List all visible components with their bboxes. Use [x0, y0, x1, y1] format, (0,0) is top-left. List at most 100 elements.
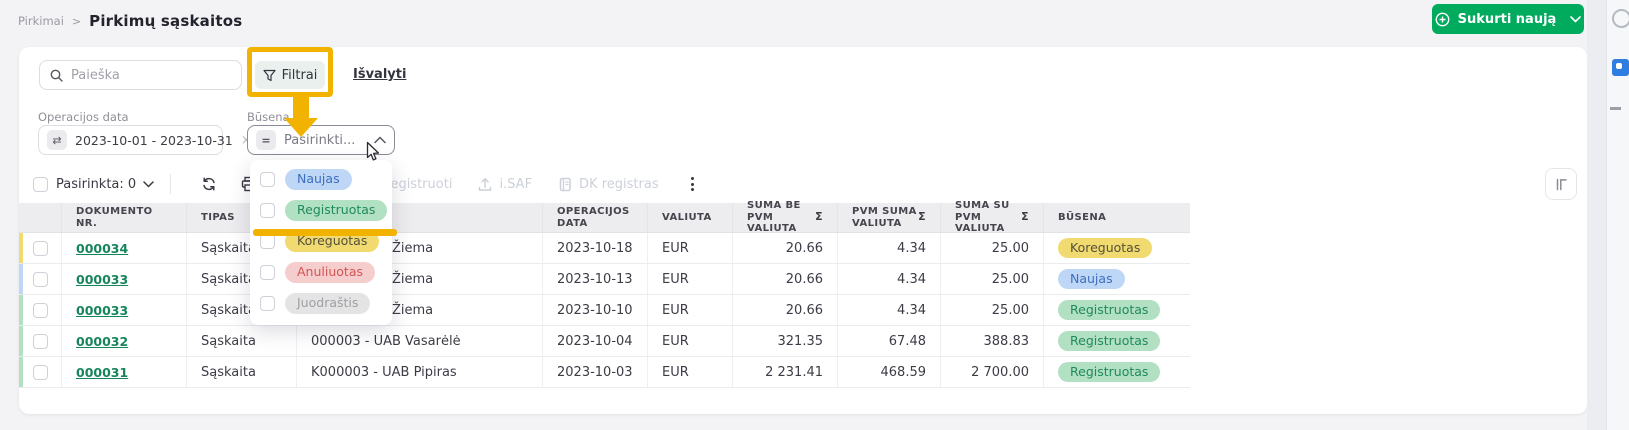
row-checkbox[interactable] [33, 364, 48, 380]
minimize-icon[interactable] [1610, 107, 1621, 110]
select-all-checkbox[interactable] [33, 176, 48, 192]
table-row[interactable]: 000034 Sąskaita Žiema 2023-10-18 EUR 20.66 4.3… [19, 233, 1190, 264]
supplier-cell: K000003 - UAB Pipiras [297, 357, 543, 387]
search-input[interactable] [71, 67, 221, 83]
document-number-link[interactable]: 000031 [76, 364, 129, 380]
table-header-row: DOKUMENTO NR. TIPAS OPERACIJOS DATA VALIUTA… [19, 200, 1190, 235]
browser-extension-icon[interactable] [1612, 59, 1629, 76]
vat-sum-cell: 4.34 [838, 264, 941, 294]
operation-date-field[interactable]: ⇄ 2023-10-01 - 2023-10-31 × [38, 125, 252, 155]
column-header-label: DOKUMENTO NR. [76, 206, 153, 229]
create-new-label: Sukurti naują [1457, 11, 1557, 27]
sum-sigma-icon[interactable]: Σ [815, 210, 823, 224]
chevron-down-icon[interactable] [1570, 15, 1582, 23]
option-checkbox[interactable] [260, 265, 275, 280]
column-header[interactable] [297, 203, 543, 232]
type-cell: Sąskaita [187, 357, 297, 387]
column-header[interactable]: SUMA SU PVM VALIUTA Σ [941, 200, 1044, 235]
supplier-cell: 000003 - UAB Vasarėlė [297, 326, 543, 356]
search-icon [50, 69, 63, 82]
option-checkbox[interactable] [260, 172, 275, 187]
column-header[interactable]: SUMA BE PVM VALIUTA Σ [733, 200, 838, 234]
document-number-link[interactable]: 000034 [76, 240, 129, 256]
currency-cell: EUR [648, 295, 733, 325]
vat-sum-cell: 4.34 [838, 295, 941, 325]
selected-count-label: Pasirinkta: 0 [56, 176, 137, 192]
clear-date-icon[interactable]: × [241, 133, 252, 148]
status-pill: Registruotas [285, 200, 388, 221]
table-row[interactable]: 000033 Sąskaita Žiema 2023-10-13 EUR 20.66 4.3… [19, 264, 1190, 295]
invoices-table: DOKUMENTO NR. TIPAS OPERACIJOS DATA VALIUTA… [19, 200, 1190, 388]
filters-button[interactable]: Filtrai [255, 61, 325, 89]
breadcrumb-parent[interactable]: Pirkimai [18, 14, 64, 28]
column-header-label: SUMA SU PVM VALIUTA [955, 200, 1010, 235]
operation-date-cell: 2023-10-03 [543, 357, 648, 387]
row-checkbox[interactable] [33, 333, 48, 349]
breadcrumb: Pirkimai > Pirkimų sąskaitos [18, 12, 242, 30]
dk-register-action: DK registras [558, 177, 659, 192]
status-badge: Registruotas [1058, 361, 1161, 383]
filters-button-label: Filtrai [281, 67, 318, 83]
register-action: Registruoti [382, 177, 452, 192]
row-checkbox[interactable] [33, 302, 48, 318]
sum-with-vat-cell: 2 700.00 [941, 357, 1044, 387]
column-header[interactable]: OPERACIJOS DATA [543, 203, 648, 232]
status-select-field[interactable]: = Pasirinkti... [247, 125, 395, 155]
kebab-menu-icon[interactable] [685, 173, 700, 195]
status-option-naujas[interactable]: Naujas [250, 164, 392, 195]
page-title: Pirkimų sąskaitos [89, 12, 243, 30]
create-new-button[interactable]: Sukurti naują [1432, 4, 1584, 34]
sum-with-vat-cell: 25.00 [941, 264, 1044, 294]
table-row[interactable]: 000033 Sąskaita Žiema 2023-10-10 EUR 20.66 4.3… [19, 295, 1190, 326]
document-number-link[interactable]: 000033 [76, 302, 129, 318]
column-settings-button[interactable] [1545, 168, 1577, 200]
column-header[interactable] [23, 203, 62, 232]
document-number-link[interactable]: 000033 [76, 271, 129, 287]
column-header[interactable]: DOKUMENTO NR. [62, 203, 187, 232]
row-status-stripe [19, 233, 23, 263]
sum-sigma-icon[interactable]: Σ [918, 210, 926, 224]
scrollbar-gutter[interactable] [1587, 0, 1606, 430]
row-status-stripe [19, 326, 23, 356]
option-checkbox[interactable] [260, 296, 275, 311]
status-option-anuliuotas[interactable]: Anuliuotas [250, 257, 392, 288]
sum-without-vat-cell: 20.66 [733, 264, 838, 294]
column-header-label: VALIUTA [662, 211, 712, 223]
document-number-link[interactable]: 000032 [76, 333, 129, 349]
chevron-down-icon[interactable] [143, 180, 154, 188]
browser-profile-icon[interactable] [1612, 9, 1629, 28]
option-checkbox[interactable] [260, 203, 275, 218]
disabled-actions-group: Registruoti i.SAF DK registras [382, 168, 700, 200]
status-option-koreguotas[interactable]: Koreguotas [250, 226, 392, 257]
chevron-up-icon[interactable] [374, 136, 386, 144]
currency-cell: EUR [648, 326, 733, 356]
column-header[interactable]: BŪSENA [1044, 203, 1190, 232]
column-header[interactable]: VALIUTA [648, 203, 733, 232]
status-option-registruotas[interactable]: Registruotas [250, 195, 392, 226]
table-row[interactable]: 000032 Sąskaita 000003 - UAB Vasarėlė 2023-… [19, 326, 1190, 357]
operation-date-label: Operacijos data [38, 110, 129, 124]
status-option-juodrastis[interactable]: Juodraštis [250, 288, 392, 319]
clear-filters-link[interactable]: Išvalyti [353, 67, 407, 82]
row-checkbox[interactable] [33, 271, 48, 287]
status-pill: Anuliuotas [285, 262, 375, 283]
option-checkbox[interactable] [260, 234, 275, 249]
sum-sigma-icon[interactable]: Σ [1021, 210, 1029, 224]
refresh-icon[interactable] [189, 176, 229, 192]
equals-icon[interactable]: = [256, 130, 276, 150]
row-status-stripe [19, 264, 23, 294]
type-cell: Sąskaita [187, 326, 297, 356]
isaf-action-label: i.SAF [499, 176, 533, 192]
table-body: 000034 Sąskaita Žiema 2023-10-18 EUR 20.66 4.3… [19, 233, 1190, 388]
table-row[interactable]: 000031 Sąskaita K000003 - UAB Pipiras 2023-… [19, 357, 1190, 388]
isaf-action: i.SAF [478, 177, 532, 192]
row-checkbox[interactable] [33, 240, 48, 256]
supplier-cell: Žiema [297, 264, 543, 294]
swap-icon[interactable]: ⇄ [47, 130, 67, 150]
search-box[interactable] [39, 60, 242, 90]
column-header[interactable]: PVM SUMA VALIUTA Σ [838, 203, 941, 232]
status-pill: Juodraštis [285, 293, 371, 314]
column-header-label: BŪSENA [1058, 211, 1107, 223]
status-pill: Naujas [285, 169, 352, 190]
